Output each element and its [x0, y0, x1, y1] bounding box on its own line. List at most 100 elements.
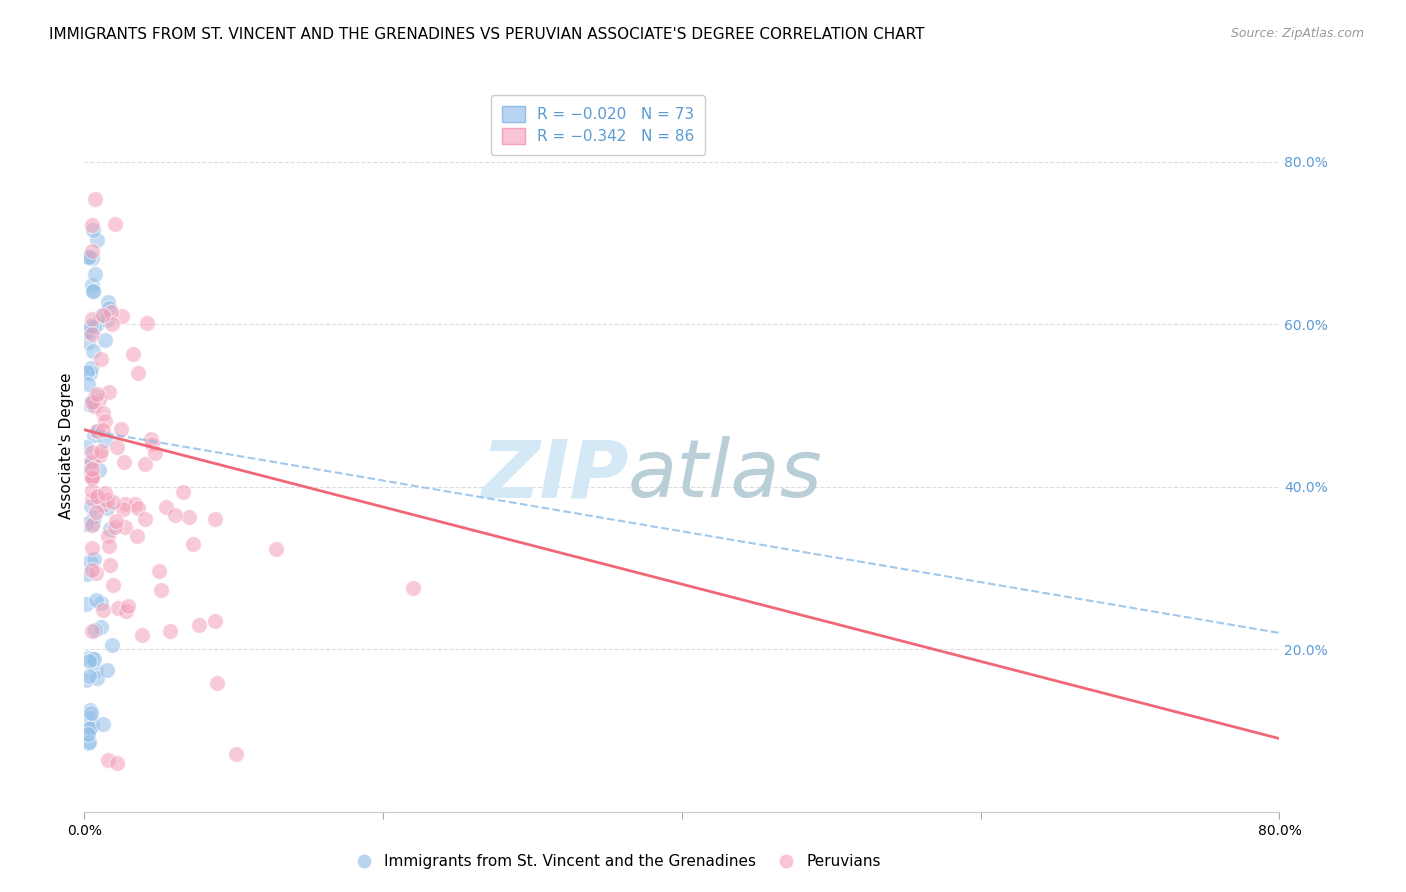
Point	[83, 551, 105, 566]
Point	[79, 704, 101, 718]
Point	[86, 317, 108, 331]
Point	[84, 389, 107, 403]
Point	[79, 250, 101, 264]
Point	[83, 319, 105, 334]
Point	[80, 471, 103, 485]
Point	[82, 284, 104, 298]
Point	[84, 267, 107, 281]
Point	[131, 627, 153, 641]
Point	[94, 485, 117, 500]
Point	[77, 669, 100, 683]
Point	[76, 567, 98, 582]
Point	[77, 722, 100, 736]
Point	[86, 492, 108, 507]
Point	[114, 497, 136, 511]
Point	[93, 603, 115, 617]
Point	[103, 495, 125, 509]
Point	[90, 309, 112, 323]
Point	[187, 617, 209, 632]
Point	[77, 250, 100, 264]
Point	[82, 278, 104, 293]
Point	[91, 716, 114, 731]
Point	[76, 365, 98, 379]
Point	[77, 727, 100, 741]
Point	[141, 436, 163, 450]
Point	[86, 233, 108, 247]
Point	[77, 654, 100, 668]
Point	[402, 582, 425, 596]
Point	[97, 753, 120, 767]
Point	[266, 542, 288, 557]
Point	[80, 469, 103, 483]
Point	[97, 294, 120, 309]
Point	[82, 223, 104, 237]
Point	[90, 443, 112, 458]
Point	[83, 652, 105, 666]
Legend: Immigrants from St. Vincent and the Grenadines, Peruvians: Immigrants from St. Vincent and the Gren…	[350, 848, 887, 875]
Point	[89, 449, 111, 463]
Point	[139, 433, 162, 447]
Point	[96, 492, 118, 507]
Point	[101, 578, 124, 592]
Point	[77, 735, 100, 749]
Point	[75, 467, 97, 481]
Point	[96, 313, 118, 327]
Point	[111, 502, 134, 516]
Point	[225, 747, 247, 761]
Point	[86, 424, 108, 438]
Point	[89, 463, 111, 477]
Point	[80, 624, 103, 639]
Point	[135, 316, 157, 330]
Point	[80, 445, 103, 459]
Point	[80, 395, 103, 409]
Point	[107, 601, 129, 615]
Point	[77, 736, 100, 750]
Point	[80, 319, 103, 334]
Point	[80, 706, 103, 721]
Point	[79, 397, 101, 411]
Point	[183, 537, 205, 551]
Point	[75, 597, 97, 611]
Point	[104, 514, 127, 528]
Point	[75, 673, 97, 687]
Point	[79, 367, 101, 381]
Point	[80, 499, 103, 513]
Point	[80, 718, 103, 732]
Point	[83, 510, 105, 524]
Y-axis label: Associate's Degree: Associate's Degree	[59, 373, 75, 519]
Point	[80, 518, 103, 533]
Point	[84, 504, 107, 518]
Text: IMMIGRANTS FROM ST. VINCENT AND THE GRENADINES VS PERUVIAN ASSOCIATE'S DEGREE CO: IMMIGRANTS FROM ST. VINCENT AND THE GREN…	[49, 27, 925, 42]
Point	[86, 671, 108, 685]
Point	[179, 510, 201, 524]
Point	[114, 604, 136, 618]
Point	[80, 251, 103, 265]
Point	[75, 323, 97, 337]
Point	[76, 377, 98, 392]
Point	[172, 485, 194, 500]
Point	[100, 318, 122, 332]
Point	[82, 393, 104, 408]
Point	[75, 517, 97, 532]
Point	[82, 284, 104, 298]
Point	[86, 387, 108, 401]
Point	[86, 424, 108, 438]
Point	[76, 651, 98, 665]
Point	[98, 301, 121, 315]
Point	[83, 427, 105, 442]
Point	[134, 458, 156, 472]
Point	[82, 651, 104, 665]
Point	[80, 218, 103, 232]
Point	[80, 491, 103, 506]
Point	[80, 244, 103, 258]
Point	[105, 440, 128, 454]
Point	[75, 440, 97, 454]
Point	[89, 392, 111, 407]
Point	[155, 500, 177, 515]
Point	[84, 566, 107, 581]
Point	[83, 192, 105, 206]
Point	[117, 599, 139, 613]
Point	[79, 360, 101, 375]
Point	[84, 624, 107, 638]
Point	[104, 217, 127, 231]
